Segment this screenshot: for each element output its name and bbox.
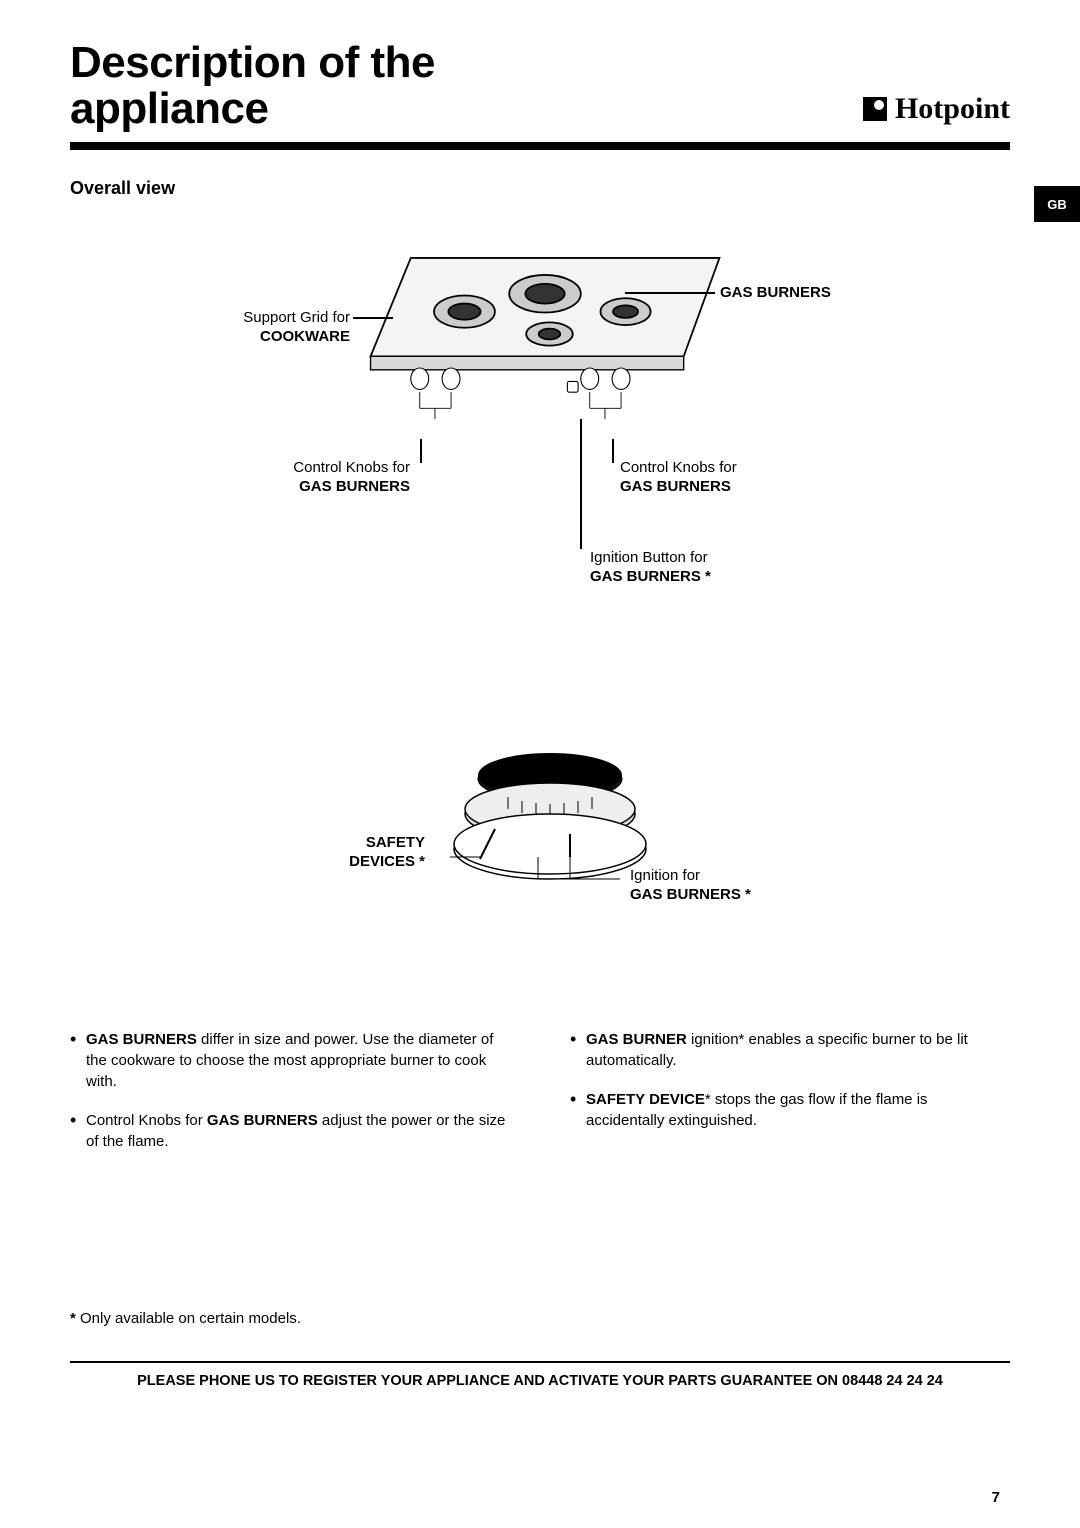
- label-gas-burners: GAS BURNERS: [720, 284, 831, 303]
- bullet-pre: Control Knobs for: [86, 1112, 207, 1129]
- leader-gas-burners: [625, 292, 715, 294]
- bullet-bold: SAFETY DEVICE: [586, 1091, 705, 1108]
- footnote-text: Only available on certain models.: [76, 1310, 301, 1327]
- page-number: 7: [992, 1489, 1000, 1506]
- list-item: SAFETY DEVICE* stops the gas flow if the…: [570, 1089, 1010, 1131]
- label-safety-devices: SAFETY DEVICES *: [325, 834, 425, 872]
- bullet-bold: GAS BURNERS: [207, 1112, 318, 1129]
- bullet-bold: GAS BURNER: [586, 1031, 687, 1048]
- footer-text: PLEASE PHONE US TO REGISTER YOUR APPLIAN…: [0, 1363, 1080, 1389]
- section-subhead: Overall view: [70, 178, 1010, 199]
- page-title: Description of the appliance: [70, 40, 435, 132]
- brand-logo: Hotpoint: [863, 92, 1010, 132]
- label-ignition-button: Ignition Button for GAS BURNERS *: [590, 549, 711, 587]
- label-knobs-left: Control Knobs for GAS BURNERS: [260, 459, 410, 497]
- column-right: GAS BURNER ignition* enables a specific …: [570, 1029, 1010, 1170]
- ignition2-bold: GAS BURNERS *: [630, 886, 751, 903]
- knobs-right-bold: GAS BURNERS: [620, 478, 731, 495]
- label-knobs-right: Control Knobs for GAS BURNERS: [620, 459, 737, 497]
- knobs-left-pre: Control Knobs for: [293, 459, 410, 476]
- brand-text: Hotpoint: [895, 92, 1010, 126]
- safety-line1: SAFETY: [366, 834, 425, 851]
- gas-burners-bold: GAS BURNERS: [720, 284, 831, 301]
- hob-illustration: [345, 249, 745, 419]
- title-line-2: appliance: [70, 84, 268, 133]
- knobs-left-bold: GAS BURNERS: [299, 478, 410, 495]
- list-item: GAS BURNER ignition* enables a specific …: [570, 1029, 1010, 1071]
- diagram-hob: Support Grid for COOKWARE GAS BURNERS Co…: [70, 229, 1010, 649]
- ignition2-pre: Ignition for: [630, 867, 700, 884]
- safety-line2: DEVICES *: [349, 853, 425, 870]
- brand-icon: [863, 97, 887, 121]
- leader-support-grid: [353, 317, 393, 319]
- title-line-1: Description of the: [70, 38, 435, 87]
- ignition-btn-bold: GAS BURNERS *: [590, 568, 711, 585]
- burner-illustration: [450, 739, 650, 889]
- label-ignition-burner: Ignition for GAS BURNERS *: [630, 867, 751, 905]
- ignition-btn-pre: Ignition Button for: [590, 549, 708, 566]
- diagram-burner: SAFETY DEVICES * Ignition for GAS BURNER…: [70, 739, 1010, 969]
- leader-knobs-left: [420, 439, 422, 463]
- support-grid-bold: COOKWARE: [260, 328, 350, 345]
- header-rule: [70, 142, 1010, 150]
- language-tab: GB: [1034, 186, 1080, 222]
- footnote: * Only available on certain models.: [70, 1310, 1010, 1327]
- leader-ignition-btn: [580, 419, 582, 549]
- label-support-grid: Support Grid for COOKWARE: [210, 309, 350, 347]
- list-item: Control Knobs for GAS BURNERS adjust the…: [70, 1110, 510, 1152]
- leader-knobs-right: [612, 439, 614, 463]
- description-columns: GAS BURNERS differ in size and power. Us…: [70, 1029, 1010, 1170]
- knobs-right-pre: Control Knobs for: [620, 459, 737, 476]
- list-item: GAS BURNERS differ in size and power. Us…: [70, 1029, 510, 1092]
- bullet-bold: GAS BURNERS: [86, 1031, 197, 1048]
- support-grid-pre: Support Grid for: [243, 309, 350, 326]
- column-left: GAS BURNERS differ in size and power. Us…: [70, 1029, 510, 1170]
